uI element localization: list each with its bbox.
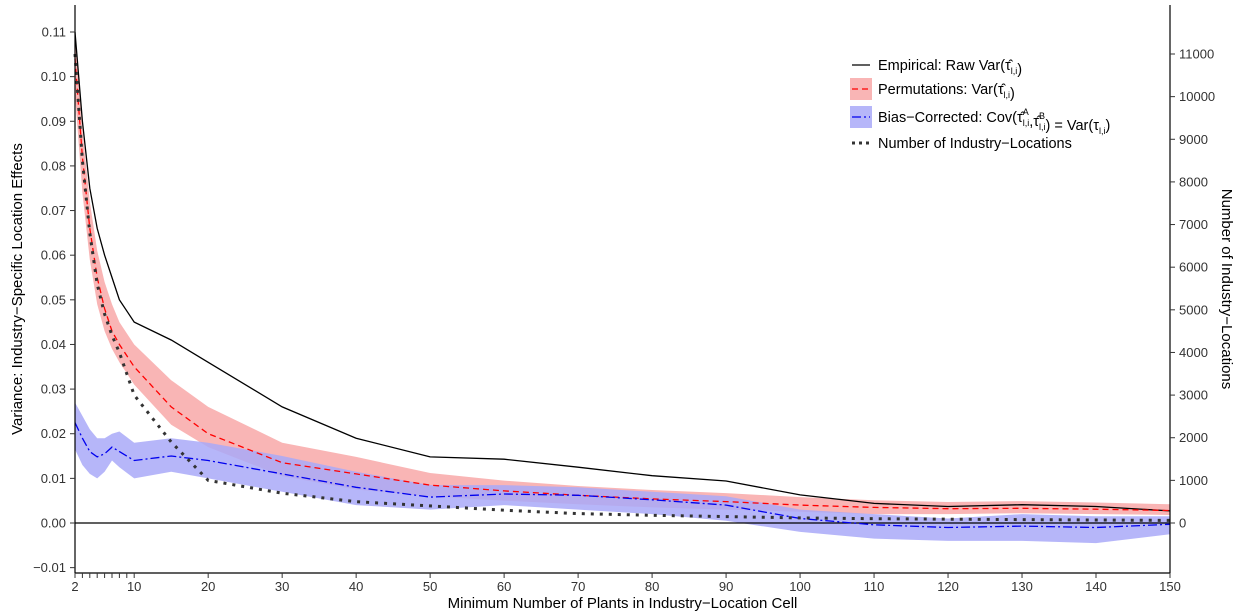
x-tick-label: 130: [1011, 579, 1033, 594]
x-tick-label: 30: [275, 579, 289, 594]
legend-key-band-1: [850, 78, 872, 100]
band-series-1: [75, 32, 1170, 515]
y-tick-label: 0.08: [41, 158, 66, 173]
y2-tick-label: 2000: [1179, 430, 1208, 445]
band-series-2: [75, 402, 1170, 544]
x-tick-label: 80: [645, 579, 659, 594]
x-tick-label: 40: [349, 579, 363, 594]
y-tick-label: 0.05: [41, 292, 66, 307]
legend-label-2: Bias−Corrected: Cov(τ̂A l,i,τ̂B l,i) = Var…: [878, 107, 1110, 136]
y2-tick-label: 6000: [1179, 260, 1208, 275]
series-line-3: [73, 53, 1171, 522]
x-tick-label: 140: [1085, 579, 1107, 594]
y2-tick-label: 4000: [1179, 345, 1208, 360]
y-tick-label: 0.11: [42, 25, 66, 40]
y2-tick-label: 0: [1179, 516, 1186, 531]
y2-tick-label: 10000: [1179, 89, 1215, 104]
y2-tick-label: 3000: [1179, 388, 1208, 403]
y2-tick-label: 9000: [1179, 132, 1208, 147]
x-tick-label: 10: [127, 579, 141, 594]
y2-tick-label: 5000: [1179, 302, 1208, 317]
x-axis-title: Minimum Number of Plants in Industry−Loc…: [448, 595, 798, 612]
x-tick-label: 70: [571, 579, 585, 594]
legend-label-1: Permutations: Var(τ̂l,i): [878, 82, 1015, 102]
y2-tick-label: 11000: [1179, 47, 1214, 62]
y2-axis-title: Number of Industry−Locations: [1218, 189, 1235, 390]
legend-layer: Empirical: Raw Var(τ̂l,i) Permutations: V…: [850, 58, 1110, 152]
y-axis-title: Variance: Industry−Specific Location Eff…: [9, 143, 26, 435]
axis-layer: 2 10 20 30 40 50 60 70 80 90 100 110 120 130 140 150 −0.…: [9, 5, 1235, 612]
x-tick-label: 50: [423, 579, 437, 594]
x-tick-label: 120: [937, 579, 959, 594]
y-tick-label: 0.10: [41, 69, 66, 84]
x-tick-label: 150: [1159, 579, 1181, 594]
y-tick-label: 0.02: [41, 426, 66, 441]
y-tick-label: 0.01: [41, 471, 66, 486]
series-line-1: [74, 58, 1171, 512]
y2-tick-label: 1000: [1179, 473, 1208, 488]
y2-tick-label: 8000: [1179, 174, 1208, 189]
legend-label-0: Empirical: Raw Var(τ̂l,i): [878, 58, 1022, 78]
y2-tick-label: 7000: [1179, 217, 1208, 232]
x-tick-label: 110: [864, 579, 885, 594]
x-tick-label: 90: [719, 579, 733, 594]
legend-label-3: Number of Industry−Locations: [878, 136, 1072, 152]
line-layer: [73, 31, 1171, 529]
y-tick-label: 0.04: [41, 337, 66, 352]
y-tick-label: 0.09: [41, 114, 66, 129]
x-tick-label: 100: [789, 579, 811, 594]
y-tick-label: 0.03: [41, 382, 66, 397]
x-tick-label: 2: [71, 579, 78, 594]
y-tick-label: 0.07: [41, 203, 66, 218]
y-tick-label: 0.00: [41, 516, 66, 531]
y-tick-label: −0.01: [33, 560, 66, 575]
x-tick-label: 20: [201, 579, 215, 594]
band-layer: [75, 32, 1170, 544]
y-tick-label: 0.06: [41, 248, 66, 263]
series-line-0: [74, 31, 1171, 512]
x-tick-label: 60: [497, 579, 511, 594]
series-line-2: [74, 422, 1171, 529]
